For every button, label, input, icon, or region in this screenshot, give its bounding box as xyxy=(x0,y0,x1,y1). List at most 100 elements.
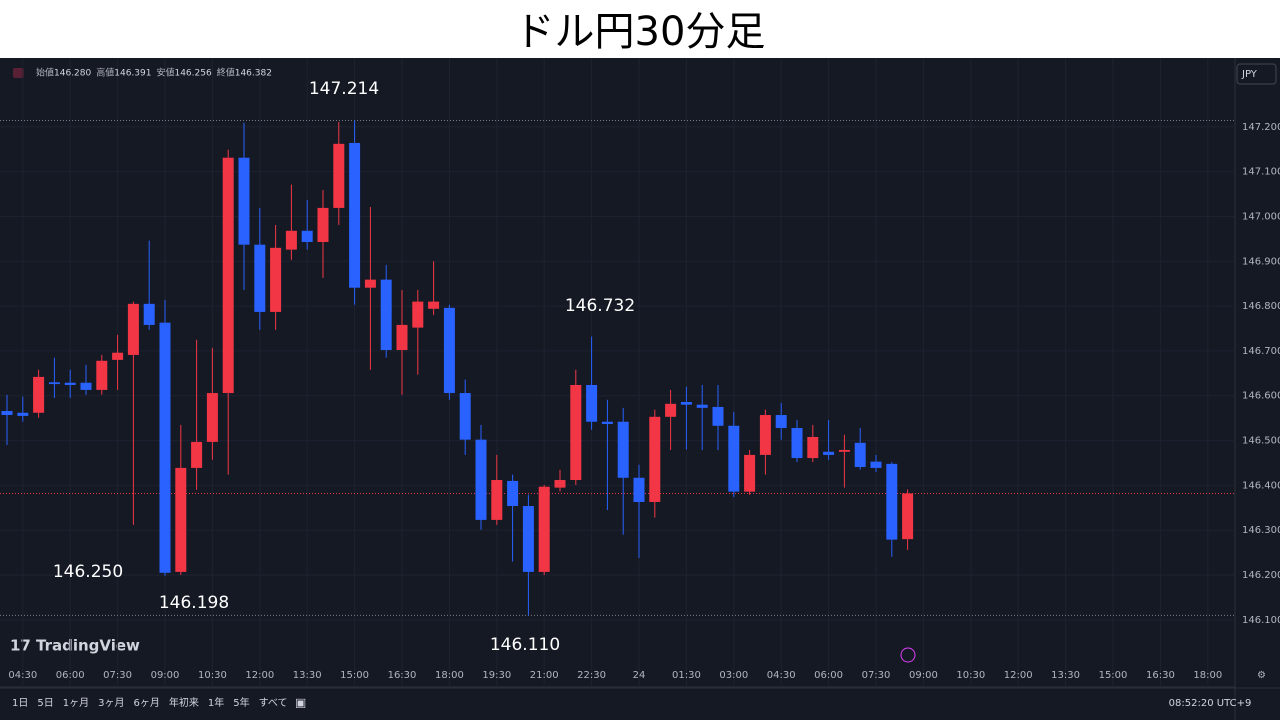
brand-logo: 17 xyxy=(10,637,31,655)
x-tick-label: 10:30 xyxy=(198,670,227,681)
candle-body xyxy=(412,301,424,328)
x-tick-label: 13:30 xyxy=(293,670,322,681)
candle-body xyxy=(538,486,550,572)
candle-body xyxy=(838,449,850,452)
range-button[interactable]: 1年 xyxy=(208,696,224,709)
candle-body xyxy=(601,421,613,424)
candle-body xyxy=(586,384,598,422)
candle-body xyxy=(617,421,629,478)
ohlc-name: 終値 xyxy=(217,67,235,79)
ohlc-name: 始値 xyxy=(36,67,54,79)
y-tick-label: 147.200 xyxy=(1242,122,1280,133)
candle-body xyxy=(443,307,455,394)
candle-body xyxy=(570,384,582,481)
y-tick-label: 146.900 xyxy=(1242,256,1280,267)
candle-body xyxy=(222,157,234,394)
price-annotation: 146.110 xyxy=(490,635,560,655)
x-tick-label: 12:00 xyxy=(245,670,274,681)
candle-body xyxy=(665,403,677,417)
candle-body xyxy=(428,301,440,309)
x-tick-label: 18:00 xyxy=(435,670,464,681)
candle-body xyxy=(775,415,787,429)
currency[interactable]: JPY xyxy=(1241,69,1258,80)
y-tick-label: 146.500 xyxy=(1242,436,1280,447)
candle-body xyxy=(396,324,408,351)
x-tick-label: 15:00 xyxy=(1099,670,1128,681)
x-tick-label: 09:00 xyxy=(151,670,180,681)
candle-body xyxy=(333,143,345,208)
chart-bg xyxy=(0,58,1280,720)
candle-body xyxy=(96,360,108,390)
candle-body xyxy=(17,412,29,416)
x-tick-label: 16:30 xyxy=(1146,670,1175,681)
candle-body xyxy=(317,207,329,242)
x-tick-label: 21:00 xyxy=(530,670,559,681)
y-tick-label: 147.000 xyxy=(1242,211,1280,222)
candle-body xyxy=(301,230,313,242)
brand: TradingView xyxy=(36,637,140,655)
x-tick-label: 19:30 xyxy=(482,670,511,681)
candle-body xyxy=(254,244,266,312)
x-tick-label: 04:30 xyxy=(8,670,37,681)
candle-body xyxy=(175,467,187,572)
price-annotation: 146.732 xyxy=(565,296,635,316)
candle-body xyxy=(127,303,139,355)
candle-body xyxy=(823,451,835,455)
candle-body xyxy=(554,480,566,488)
x-tick-label: 09:00 xyxy=(909,670,938,681)
x-tick-label: 22:30 xyxy=(577,670,606,681)
x-tick-label: 16:30 xyxy=(388,670,417,681)
x-tick-label: 24 xyxy=(633,670,646,681)
clock: 08:52:20 UTC+9 xyxy=(1169,698,1252,709)
candle-body xyxy=(854,442,866,468)
x-tick-label: 13:30 xyxy=(1051,670,1080,681)
x-tick-label: 15:00 xyxy=(340,670,369,681)
candle-body xyxy=(112,352,124,360)
ohlc-value: 146.280 xyxy=(54,69,91,79)
candle-body xyxy=(728,425,740,492)
range-button[interactable]: すべて xyxy=(259,697,288,709)
candle-body xyxy=(507,480,519,507)
lightning-icon[interactable] xyxy=(900,647,916,663)
candle-body xyxy=(380,279,392,351)
candle-body xyxy=(696,404,708,408)
x-tick-label: 03:00 xyxy=(719,670,748,681)
candle-body xyxy=(680,402,692,405)
candle-body xyxy=(633,477,645,502)
candle-body xyxy=(744,454,756,492)
range-button[interactable]: 1日 xyxy=(12,698,28,709)
candle-body xyxy=(159,322,171,573)
range-button[interactable]: 1ヶ月 xyxy=(63,697,89,709)
candle-body xyxy=(791,428,803,459)
y-tick-label: 146.400 xyxy=(1242,480,1280,491)
range-button[interactable]: 6ヶ月 xyxy=(134,697,160,709)
x-tick-label: 01:30 xyxy=(672,670,701,681)
candle-body xyxy=(759,415,771,455)
y-tick-label: 146.700 xyxy=(1242,346,1280,357)
currency-box[interactable] xyxy=(1236,63,1277,85)
candle-body xyxy=(712,406,724,426)
candle-body xyxy=(33,376,45,413)
candle-body xyxy=(206,393,218,442)
x-tick-label: 12:00 xyxy=(1004,670,1033,681)
candle-body xyxy=(143,303,155,325)
range-button[interactable]: 3ヶ月 xyxy=(98,697,124,709)
x-tick-label: 06:00 xyxy=(56,670,85,681)
symbol-icon xyxy=(13,68,24,78)
date-icon[interactable]: ▣ xyxy=(295,696,306,710)
y-tick-label: 146.100 xyxy=(1242,615,1280,626)
range-button[interactable]: 年初来 xyxy=(169,696,199,709)
candle-body xyxy=(285,230,297,250)
range-button[interactable]: 5日 xyxy=(37,698,53,709)
ohlc-value: 146.382 xyxy=(235,69,272,79)
x-tick-label: 10:30 xyxy=(956,670,985,681)
candle-body xyxy=(491,480,503,520)
x-tick-label: 06:00 xyxy=(814,670,843,681)
y-tick-label: 146.800 xyxy=(1242,301,1280,312)
candle-body xyxy=(902,493,914,540)
candle-body xyxy=(64,382,76,385)
range-button[interactable]: 5年 xyxy=(233,696,249,709)
settings-icon[interactable]: ⚙ xyxy=(1257,670,1266,681)
candle-body xyxy=(364,279,376,288)
